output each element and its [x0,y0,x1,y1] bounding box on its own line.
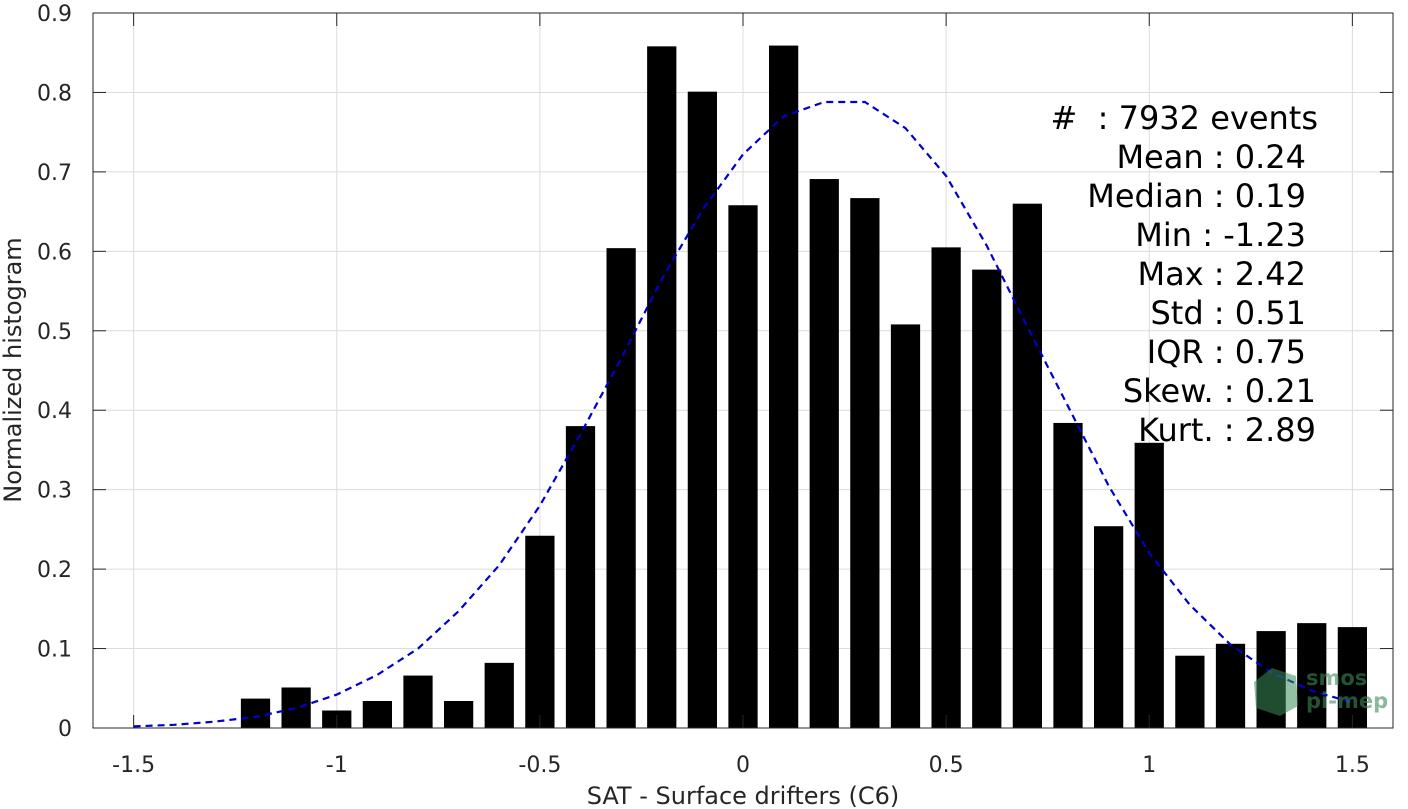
histogram-bar [769,45,799,729]
y-tick-label: 0.5 [37,320,72,345]
smos-pi-mep-logo: smos pi-mep [1254,666,1388,716]
x-tick-label: 0 [736,753,750,778]
x-tick-label: 1 [1142,753,1156,778]
stat-annotation: Skew. : 0.21 [1123,372,1316,410]
y-tick-label: 0.8 [37,81,72,106]
y-tick-label: 0.9 [37,2,72,27]
histogram-bar [565,426,596,728]
histogram-bar [647,46,677,729]
histogram-bar [809,179,839,729]
stat-annotation: IQR : 0.75 [1147,333,1306,371]
y-tick-label: 0.3 [37,479,72,504]
x-tick-labels: -1.5 -1 -0.5 0 0.5 1 1.5 [112,753,1370,778]
histogram-bar [850,198,880,728]
histogram-bar [1012,203,1042,728]
stat-annotation: Min : -1.23 [1135,216,1306,254]
y-tick-label: 0.4 [37,399,72,424]
histogram-bar [606,248,636,728]
y-tick-label: 0.6 [37,240,72,265]
histogram-bar [1297,623,1327,728]
x-tick-label: -1 [326,753,348,778]
stat-annotation: Mean : 0.24 [1116,138,1306,176]
histogram-bar [484,662,514,728]
y-tick-labels: 0 0.1 0.2 0.3 0.4 0.5 0.6 0.7 0.8 0.9 [37,2,72,742]
axes [92,12,1394,729]
histogram-bar [1175,655,1205,728]
stat-annotation: Median : 0.19 [1087,177,1306,215]
bars [240,45,1367,729]
y-tick-label: 0.7 [37,161,72,186]
histogram-bar [1094,526,1124,728]
histogram-bar [525,535,555,728]
y-tick-label: 0.2 [37,558,72,583]
histogram-bar [1215,643,1246,728]
histogram-bar [728,205,758,728]
x-tick-label: -0.5 [518,753,561,778]
watermark-line2: pi-mep [1306,689,1388,713]
histogram-bar [1053,422,1083,728]
histogram-bar [444,700,474,728]
histogram-bar [1337,627,1367,728]
stat-annotation: Kurt. : 2.89 [1138,411,1316,449]
histogram-bar [240,698,271,728]
histogram-bar [403,675,433,728]
histogram-bar [687,91,717,728]
histogram-bar [281,687,311,728]
y-tick-label: 0.1 [37,638,72,663]
histogram-bar [972,269,1002,728]
x-tick-label: 0.5 [929,753,964,778]
watermark-line1: smos [1306,666,1367,690]
stat-annotation: Std : 0.51 [1150,294,1306,332]
histogram-bar [1134,442,1164,728]
histogram-bar [931,247,961,728]
y-axis-label: Normalized histogram [0,237,27,502]
x-tick-label: 1.5 [1335,753,1370,778]
stat-annotation: Max : 2.42 [1137,255,1306,293]
logo-mark [1254,668,1298,716]
x-tick-label: -1.5 [112,753,155,778]
stat-annotation: # : 7932 events [1050,99,1318,137]
histogram-bar [890,324,921,728]
y-tick-label: 0 [58,717,72,742]
histogram-bar [362,700,392,728]
gaussian-fit-curve [133,100,1353,728]
x-axis-label: SAT - Surface drifters (C6) [587,782,900,809]
